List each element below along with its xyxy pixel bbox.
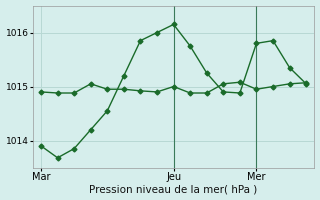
X-axis label: Pression niveau de la mer( hPa ): Pression niveau de la mer( hPa )	[90, 184, 258, 194]
